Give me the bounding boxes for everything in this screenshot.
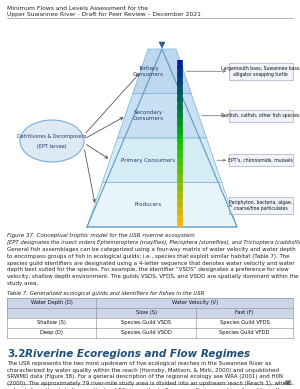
Text: Species Guild VSDS: Species Guild VSDS — [121, 320, 171, 325]
Text: (2000). The approximately 79 river-mile study area is divided into an upstream r: (2000). The approximately 79 river-mile … — [7, 381, 290, 386]
FancyBboxPatch shape — [7, 318, 293, 328]
Text: Slow (S): Slow (S) — [136, 310, 157, 315]
Text: SRWMD data (Figure 38). For a general description of the regional ecology see WR: SRWMD data (Figure 38). For a general de… — [7, 374, 283, 379]
Text: (EPT larvae): (EPT larvae) — [37, 144, 67, 149]
Text: Deep (D): Deep (D) — [40, 330, 63, 335]
Text: Species Guild VFDS: Species Guild VFDS — [220, 320, 269, 325]
Polygon shape — [133, 49, 191, 93]
Text: Water Depth (D): Water Depth (D) — [31, 300, 72, 305]
Text: species guild identifiers are designated using a 4-letter sequence that denotes : species guild identifiers are designated… — [7, 261, 295, 266]
Text: Upper Suwannee River - Draft for Peer Review – December 2021: Upper Suwannee River - Draft for Peer Re… — [7, 12, 201, 17]
Text: EPT's, chironomids, mussels: EPT's, chironomids, mussels — [228, 158, 293, 163]
Text: The USR represents the two most upstream of five ecological reaches in the Suwan: The USR represents the two most upstream… — [7, 361, 272, 366]
Text: Largemouth bass, Suwannee bass,
alligator snapping turtle: Largemouth bass, Suwannee bass, alligato… — [220, 66, 300, 77]
Polygon shape — [102, 138, 222, 182]
Polygon shape — [87, 182, 237, 227]
Text: Figure 37. Conceptual trophic model for the USR riverine ecosystem: Figure 37. Conceptual trophic model for … — [7, 233, 195, 238]
Text: Riverine Ecoregions and Flow Regimes: Riverine Ecoregions and Flow Regimes — [25, 349, 250, 359]
Text: characterized by water quality within the reach (Hornsby, Mattson, & Mirti, 2000: characterized by water quality within th… — [7, 368, 279, 373]
Text: Shallow (S): Shallow (S) — [37, 320, 66, 325]
Text: Water Velocity (V): Water Velocity (V) — [172, 300, 218, 305]
Text: depth best suited for the species. For example, the identifier “VSDS” designates: depth best suited for the species. For e… — [7, 267, 289, 272]
Text: Producers: Producers — [134, 202, 162, 207]
Text: 46: 46 — [284, 380, 293, 386]
Text: Detritivores & Decomposers: Detritivores & Decomposers — [17, 133, 87, 138]
FancyBboxPatch shape — [229, 63, 292, 80]
Text: extends from the state line south about 56 river miles to Suwannee Springs and i: extends from the state line south about … — [7, 388, 285, 389]
FancyBboxPatch shape — [229, 154, 292, 166]
Text: Table 7. Generalized ecological guilds and identifiers for fishes in the USR: Table 7. Generalized ecological guilds a… — [7, 291, 204, 296]
Text: Fast (F): Fast (F) — [235, 310, 254, 315]
Text: 3.2: 3.2 — [7, 349, 26, 359]
FancyBboxPatch shape — [7, 328, 293, 338]
Text: Species Guild VFDD: Species Guild VFDD — [219, 330, 270, 335]
Ellipse shape — [20, 120, 84, 162]
Text: velocity, shallow depth environment. The guilds VSDS, VFDS, and VSDD are spatial: velocity, shallow depth environment. The… — [7, 274, 298, 279]
Text: [EPT designates the insect orders Ephemeroptera (mayflies), Plecoptera (stonefli: [EPT designates the insect orders Epheme… — [7, 240, 300, 245]
FancyBboxPatch shape — [229, 110, 292, 122]
Text: Primary Consumers: Primary Consumers — [121, 158, 175, 163]
Text: Secondary
Consumers: Secondary Consumers — [133, 110, 164, 121]
Text: Tertiary
Consumers: Tertiary Consumers — [133, 66, 164, 77]
Text: General fish assemblages can be categorized using a four-way matrix of water vel: General fish assemblages can be categori… — [7, 247, 296, 252]
Text: Minimum Flows and Levels Assessment for the: Minimum Flows and Levels Assessment for … — [7, 6, 148, 11]
Text: Sunfish, catfish, other fish species: Sunfish, catfish, other fish species — [221, 113, 300, 118]
FancyBboxPatch shape — [229, 197, 292, 214]
FancyBboxPatch shape — [7, 308, 293, 318]
Text: study area.: study area. — [7, 281, 38, 286]
Text: Species Guild VSDD: Species Guild VSDD — [121, 330, 171, 335]
FancyBboxPatch shape — [7, 298, 293, 308]
Text: to encompass groups of fish in ecological guilds; i.e., species that exploit sim: to encompass groups of fish in ecologica… — [7, 254, 289, 259]
Text: Periphyton, bacteria, algae,
coarse/fine particulates: Periphyton, bacteria, algae, coarse/fine… — [229, 200, 292, 211]
Polygon shape — [118, 93, 206, 138]
